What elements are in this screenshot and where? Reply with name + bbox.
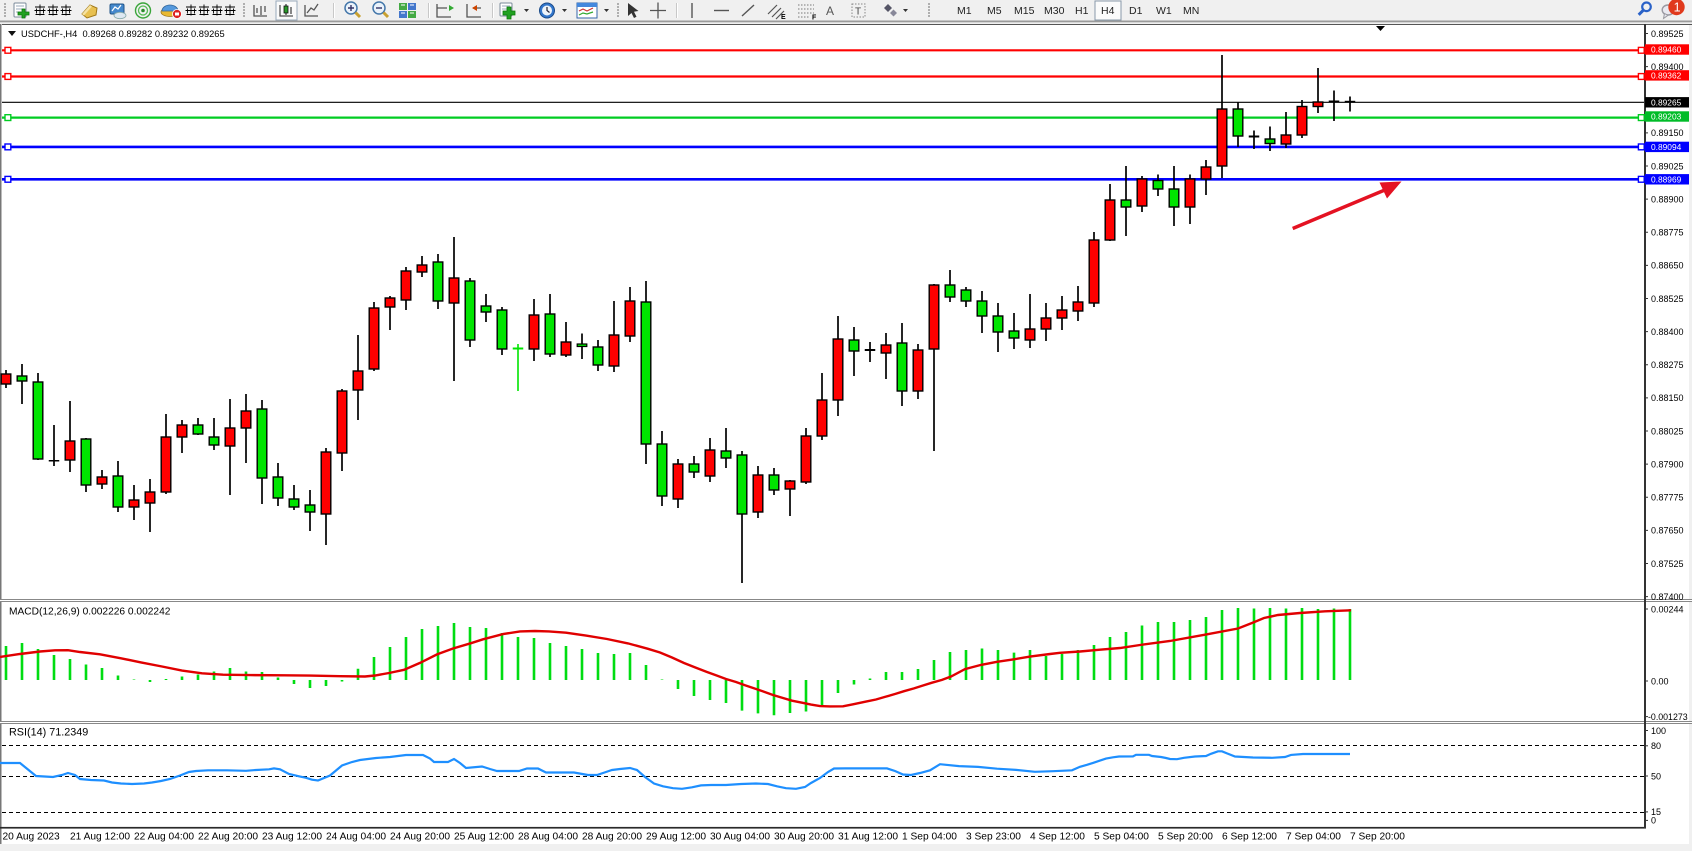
svg-text:5 Sep 04:00: 5 Sep 04:00 xyxy=(1094,832,1149,843)
svg-text:28 Aug 20:00: 28 Aug 20:00 xyxy=(582,832,642,843)
svg-text:0.88969: 0.88969 xyxy=(1651,175,1682,185)
svg-text:3 Sep 23:00: 3 Sep 23:00 xyxy=(966,832,1021,843)
svg-text:20 Aug 2023: 20 Aug 2023 xyxy=(3,832,61,843)
svg-text:0.87400: 0.87400 xyxy=(1651,592,1684,602)
svg-text:22 Aug 20:00: 22 Aug 20:00 xyxy=(198,832,258,843)
svg-text:24 Aug 04:00: 24 Aug 04:00 xyxy=(326,832,386,843)
svg-text:0.88025: 0.88025 xyxy=(1651,426,1684,436)
svg-text:30 Aug 04:00: 30 Aug 04:00 xyxy=(710,832,770,843)
svg-text:0.89400: 0.89400 xyxy=(1651,62,1684,72)
svg-text:4 Sep 12:00: 4 Sep 12:00 xyxy=(1030,832,1085,843)
svg-text:0.89362: 0.89362 xyxy=(1651,71,1682,81)
svg-text:5 Sep 20:00: 5 Sep 20:00 xyxy=(1158,832,1213,843)
svg-text:0.87775: 0.87775 xyxy=(1651,493,1684,503)
svg-text:21 Aug 12:00: 21 Aug 12:00 xyxy=(70,832,130,843)
svg-text:7 Sep 20:00: 7 Sep 20:00 xyxy=(1350,832,1405,843)
svg-text:-0.001273: -0.001273 xyxy=(1648,712,1688,722)
svg-text:0.89025: 0.89025 xyxy=(1651,161,1684,171)
svg-text:0.88150: 0.88150 xyxy=(1651,393,1684,403)
svg-text:22 Aug 04:00: 22 Aug 04:00 xyxy=(134,832,194,843)
svg-text:T: T xyxy=(855,7,861,18)
svg-text:0.88275: 0.88275 xyxy=(1651,360,1684,370)
svg-text:H4: H4 xyxy=(1101,5,1115,17)
svg-text:0.89265: 0.89265 xyxy=(1651,98,1682,108)
svg-text:1: 1 xyxy=(1674,1,1681,15)
svg-text:MN: MN xyxy=(1183,5,1199,17)
svg-text:6 Sep 12:00: 6 Sep 12:00 xyxy=(1222,832,1277,843)
svg-text:0.89094: 0.89094 xyxy=(1651,142,1682,152)
svg-text:F: F xyxy=(812,15,817,22)
svg-text:0.89460: 0.89460 xyxy=(1651,45,1682,55)
svg-text:M1: M1 xyxy=(957,5,972,17)
svg-text:M15: M15 xyxy=(1014,5,1035,17)
svg-text:0.88900: 0.88900 xyxy=(1651,194,1684,204)
svg-text:100: 100 xyxy=(1651,726,1666,736)
svg-text:USDCHF-,H4 0.89268 0.89282 0.: USDCHF-,H4 0.89268 0.89282 0.89232 0.892… xyxy=(21,29,225,39)
svg-text:0.89525: 0.89525 xyxy=(1651,29,1684,39)
svg-text:M5: M5 xyxy=(987,5,1002,17)
svg-text:H1: H1 xyxy=(1075,5,1089,17)
svg-text:D1: D1 xyxy=(1129,5,1143,17)
svg-text:0.88775: 0.88775 xyxy=(1651,228,1684,238)
svg-text:29 Aug 12:00: 29 Aug 12:00 xyxy=(646,832,706,843)
svg-text:MACD(12,26,9) 0.002226 0.00224: MACD(12,26,9) 0.002226 0.002242 xyxy=(9,606,171,617)
svg-text:0.87900: 0.87900 xyxy=(1651,459,1684,469)
svg-text:RSI(14) 71.2349: RSI(14) 71.2349 xyxy=(9,726,88,738)
svg-text:0.88525: 0.88525 xyxy=(1651,294,1684,304)
svg-text:28 Aug 04:00: 28 Aug 04:00 xyxy=(518,832,578,843)
svg-text:0.00244: 0.00244 xyxy=(1651,604,1684,614)
svg-text:M30: M30 xyxy=(1044,5,1065,17)
svg-text:0.88650: 0.88650 xyxy=(1651,261,1684,271)
svg-text:25 Aug 12:00: 25 Aug 12:00 xyxy=(454,832,514,843)
svg-text:50: 50 xyxy=(1651,771,1661,781)
svg-text:A: A xyxy=(826,4,834,18)
svg-text:80: 80 xyxy=(1651,741,1661,751)
svg-text:0: 0 xyxy=(1651,816,1656,826)
svg-text:0.87525: 0.87525 xyxy=(1651,559,1684,569)
svg-text:24 Aug 20:00: 24 Aug 20:00 xyxy=(390,832,450,843)
svg-text:0.89203: 0.89203 xyxy=(1651,112,1682,122)
svg-text:0.87650: 0.87650 xyxy=(1651,526,1684,536)
svg-text:0.00: 0.00 xyxy=(1651,676,1669,686)
svg-text:0.89150: 0.89150 xyxy=(1651,128,1684,138)
svg-text:7 Sep 04:00: 7 Sep 04:00 xyxy=(1286,832,1341,843)
svg-text:0.88400: 0.88400 xyxy=(1651,327,1684,337)
svg-text:1 Sep 04:00: 1 Sep 04:00 xyxy=(902,832,957,843)
svg-text:15: 15 xyxy=(1651,807,1661,817)
svg-text:31 Aug 12:00: 31 Aug 12:00 xyxy=(838,832,898,843)
svg-text:E: E xyxy=(781,14,786,21)
svg-text:W1: W1 xyxy=(1156,5,1172,17)
svg-text:23 Aug 12:00: 23 Aug 12:00 xyxy=(262,832,322,843)
svg-text:30 Aug 20:00: 30 Aug 20:00 xyxy=(774,832,834,843)
